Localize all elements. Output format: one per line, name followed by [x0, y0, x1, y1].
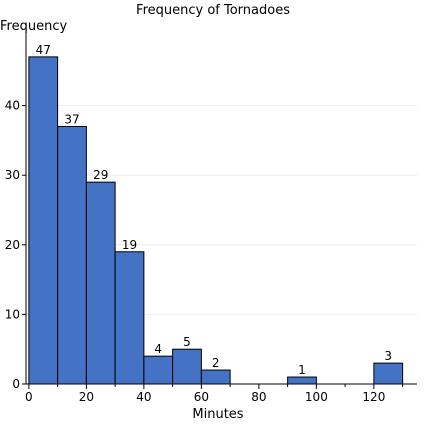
bar-40	[143, 355, 174, 385]
x-tick-label-0: 0	[25, 390, 33, 404]
data-label-40: 4	[154, 342, 162, 356]
bar-30	[114, 251, 145, 385]
data-label-120: 3	[384, 349, 392, 363]
data-label-60: 2	[212, 356, 220, 370]
y-tick-label-0: 0	[12, 377, 20, 391]
x-tick-label-120: 120	[362, 390, 385, 404]
data-label-10: 37	[64, 112, 79, 126]
y-tick-label-30: 30	[5, 168, 20, 182]
y-tick-label-10: 10	[5, 307, 20, 321]
bar-90	[287, 376, 317, 385]
bar-10	[57, 125, 87, 385]
bar-50	[172, 348, 202, 385]
data-label-0: 47	[36, 43, 51, 57]
chart-title: Frequency of Tornadoes	[136, 3, 290, 18]
data-label-30: 19	[122, 238, 137, 252]
axes: 0 10 20 30 40 0 20 40 60 80 100 120	[5, 28, 417, 404]
y-tick-label-20: 20	[5, 238, 20, 252]
data-label-50: 5	[183, 335, 191, 349]
x-tick-label-80: 80	[251, 390, 266, 404]
data-label-90: 1	[298, 363, 306, 377]
x-tick-label-60: 60	[194, 390, 209, 404]
x-tick-label-100: 100	[305, 390, 328, 404]
bar-120	[373, 362, 404, 385]
y-axis-label: Frequency	[0, 19, 67, 34]
data-labels: 47 37 29 19 4 5 2 1 3	[36, 43, 392, 377]
bar-60	[200, 369, 231, 385]
bar-0	[28, 56, 59, 385]
y-tick-label-40: 40	[5, 99, 20, 113]
bar-20	[85, 181, 116, 385]
x-tick-label-20: 20	[79, 390, 94, 404]
x-tick-label-40: 40	[136, 390, 151, 404]
x-axis-label: Minutes	[192, 407, 243, 422]
data-label-20: 29	[93, 168, 108, 182]
